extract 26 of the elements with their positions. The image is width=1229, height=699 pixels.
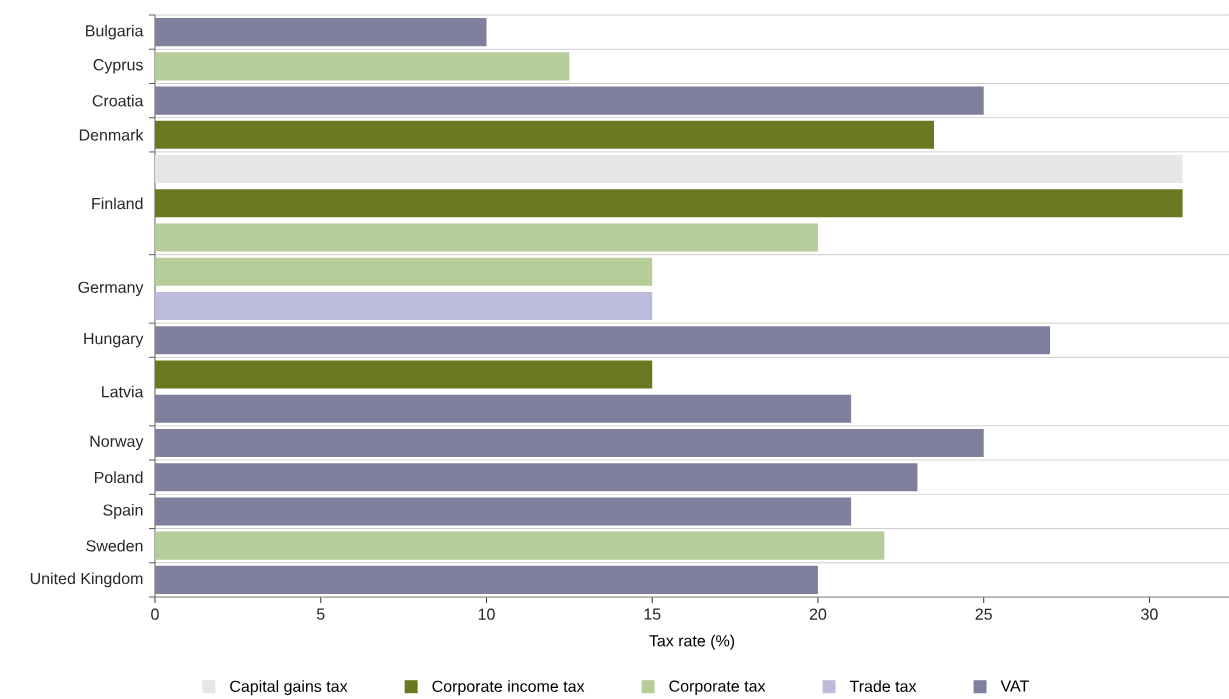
y-tick-label: Finland — [92, 197, 143, 210]
legend-label: Corporate tax — [669, 680, 766, 695]
x-tick-label: 25 — [975, 608, 992, 620]
x-tick-label: 15 — [644, 608, 661, 620]
legend-label: Capital gains tax — [230, 680, 348, 696]
y-tick-label: Norway — [90, 435, 144, 451]
y-tick-label: United Kingdom — [30, 572, 143, 588]
x-tick-label: 20 — [809, 608, 827, 620]
x-axis-title: Tax rate (%) — [649, 634, 735, 650]
y-tick-label: Sweden — [86, 539, 143, 552]
y-tick-label: Germany — [78, 281, 144, 297]
y-tick-label: Denmark — [79, 128, 144, 141]
y-tick-label: Hungary — [84, 333, 144, 348]
x-tick-label: 10 — [478, 608, 495, 620]
x-tick-label: 30 — [1141, 608, 1158, 620]
legend-label: VAT — [1000, 680, 1029, 692]
x-tick-label: 5 — [316, 608, 325, 620]
legend-label: Trade tax — [849, 680, 917, 692]
y-tick-label: Poland — [94, 471, 143, 484]
x-tick-label: 0 — [151, 608, 159, 620]
y-tick-label: Bulgaria — [86, 24, 144, 40]
y-tick-label: Spain — [103, 503, 143, 519]
legend-label: Corporate income tax — [432, 680, 585, 696]
y-tick-label: Latvia — [102, 385, 144, 398]
y-tick-label: Cyprus — [93, 59, 143, 74]
y-tick-label: Croatia — [92, 94, 144, 107]
